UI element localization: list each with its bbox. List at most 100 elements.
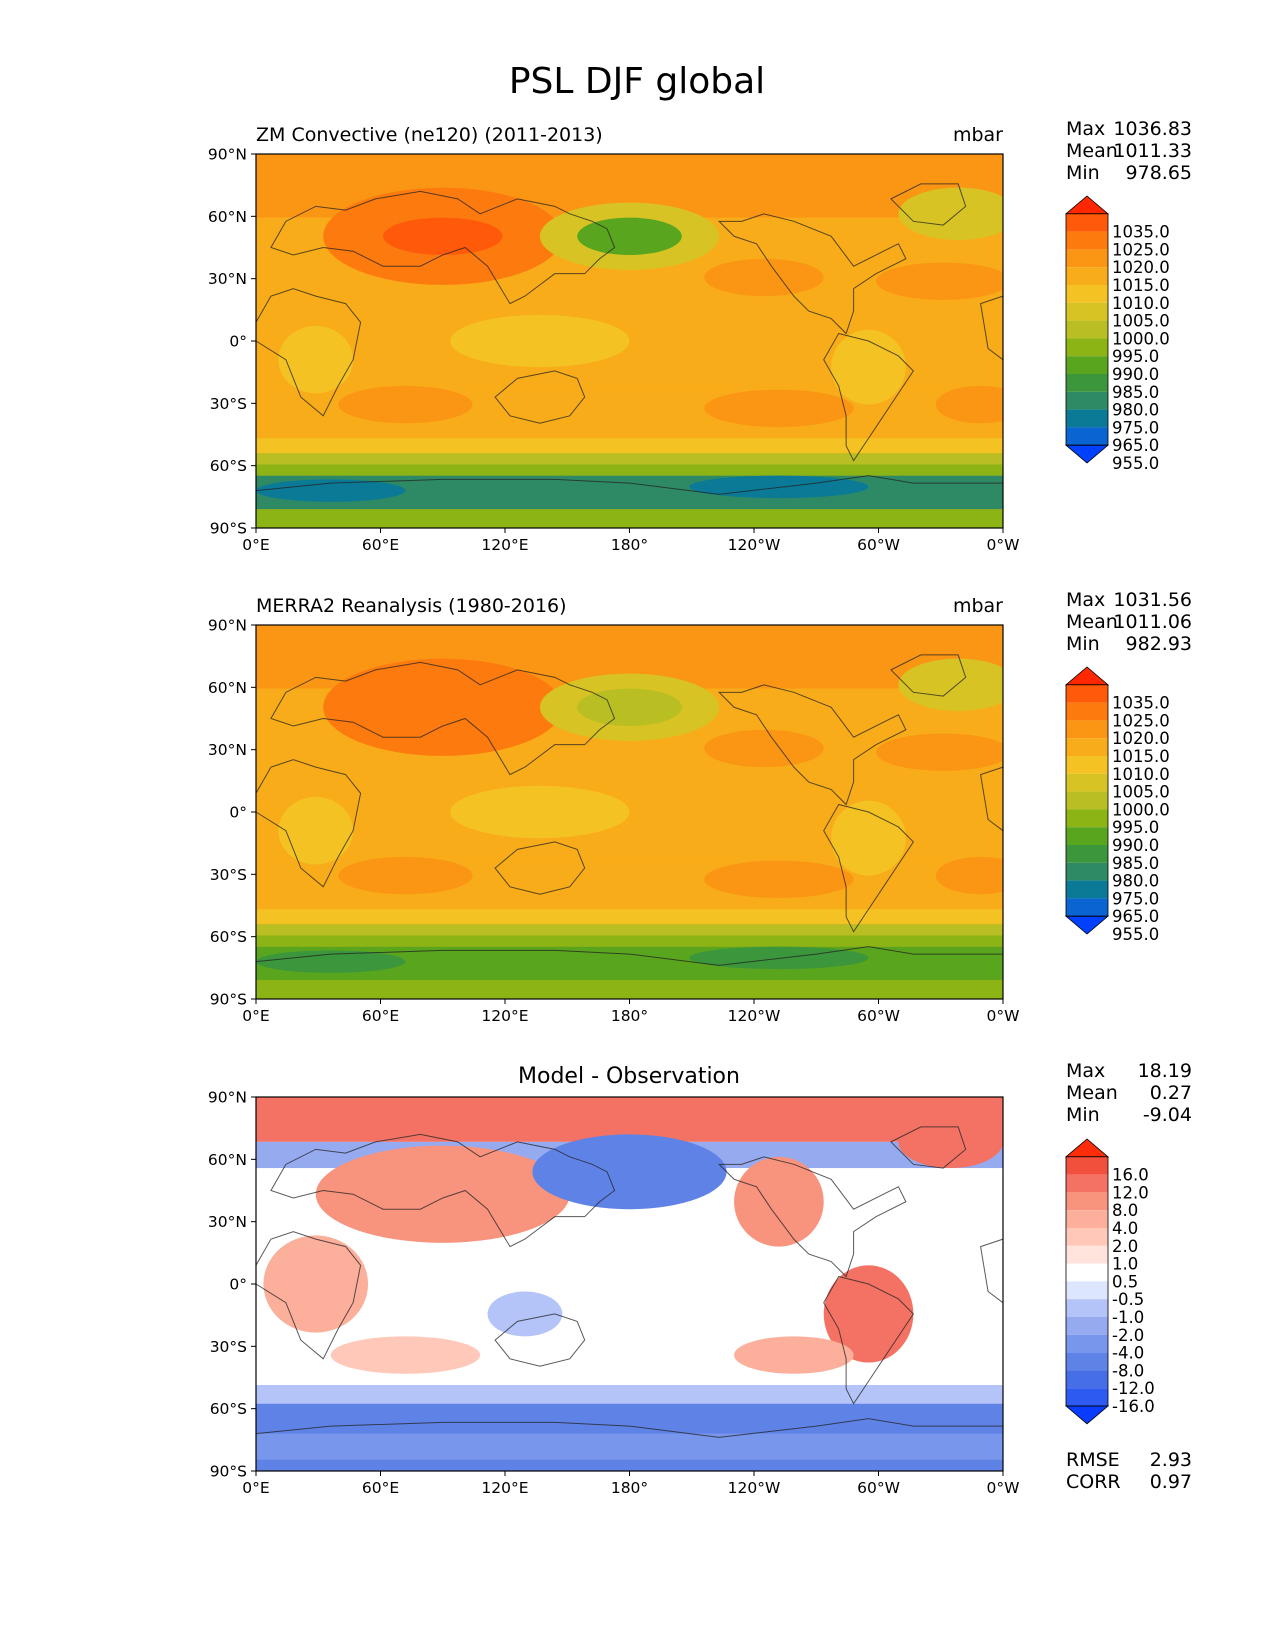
stat-min-value: 982.93 (1126, 633, 1192, 655)
psl-field (256, 154, 1003, 528)
colorbar-segment (1066, 684, 1108, 703)
coastline (256, 760, 361, 887)
coastline (256, 1232, 361, 1359)
subtropical-high (704, 729, 824, 768)
x-tick-label: 0°E (242, 536, 269, 554)
colorbar-segment (1066, 1299, 1108, 1317)
colorbar-label: 990.0 (1112, 365, 1159, 384)
y-tick-label: 30°S (210, 866, 247, 884)
metrics-block: RMSE 2.93 CORR 0.97 (1066, 1449, 1192, 1493)
stat-max-label: Max (1066, 589, 1105, 611)
coastline (271, 662, 615, 774)
colorbar-label: 1020.0 (1112, 258, 1170, 277)
colorbar-label: -16.0 (1112, 1397, 1155, 1416)
psl-field (256, 625, 1003, 999)
colorbar-segment (1066, 1174, 1108, 1193)
coastlines (256, 1127, 1003, 1471)
trough-low (256, 479, 406, 502)
colorbar-label: 8.0 (1112, 1201, 1138, 1220)
colorbar-label: 985.0 (1112, 854, 1159, 873)
colorbar-segment (1066, 862, 1108, 881)
panel-units: mbar (953, 595, 1003, 617)
stat-max-label: Max (1066, 118, 1105, 140)
figure-title: PSL DJF global (509, 61, 765, 102)
subtropical-high (876, 262, 1003, 300)
coastline (256, 289, 361, 416)
colorbar-segment (1066, 845, 1108, 863)
colorbar-extend-min (1064, 444, 1110, 464)
colorbar-segment (1066, 1352, 1108, 1371)
x-tick-label: 60°W (857, 1479, 900, 1497)
stat-min-label: Min (1066, 633, 1100, 655)
colorbar-label: 990.0 (1112, 836, 1159, 855)
coastline (495, 371, 585, 423)
colorbar-label: -1.0 (1112, 1308, 1144, 1327)
stat-max-value: 1036.83 (1113, 118, 1192, 140)
colorbar-segment (1066, 1156, 1108, 1175)
tropical-low (278, 797, 354, 865)
africa-positive (263, 1235, 369, 1333)
colorbar-segment (1066, 409, 1108, 428)
y-tick-label: 90°S (210, 520, 247, 538)
y-tick-label: 30°N (208, 741, 247, 759)
y-tick-label: 60°S (210, 928, 247, 946)
stat-min-label: Min (1066, 1104, 1100, 1126)
rmse-label: RMSE (1066, 1449, 1120, 1471)
icelandic-low (898, 187, 1003, 241)
colorbar-segment (1066, 356, 1108, 374)
x-tick-label: 180° (611, 536, 648, 554)
colorbar-label: 975.0 (1112, 889, 1159, 908)
tropical-low (450, 314, 630, 368)
stat-min-label: Min (1066, 162, 1100, 184)
rmse-value: 2.93 (1150, 1449, 1192, 1471)
coastline (719, 214, 906, 334)
y-tick-label: 90°S (210, 1463, 247, 1481)
coastline (824, 334, 914, 461)
band-40s (256, 438, 1003, 454)
colorbar-segment (1066, 391, 1108, 410)
band-40s (256, 909, 1003, 925)
colorbar-segment (1066, 374, 1108, 392)
y-tick-label: 60°N (208, 208, 247, 226)
colorbar-segment (1066, 1192, 1108, 1211)
y-tick-label: 0° (229, 1276, 247, 1294)
coastline (824, 1277, 914, 1404)
y-tick-label: 30°N (208, 270, 247, 288)
x-tick-label: 0°W (987, 1007, 1020, 1025)
colorbar-label: 995.0 (1112, 347, 1159, 366)
colorbar-segment (1066, 1334, 1108, 1353)
colorbar-segment (1066, 1228, 1108, 1246)
x-tick-label: 60°W (857, 1007, 900, 1025)
y-tick-label: 90°N (208, 146, 247, 164)
panel-title: MERRA2 Reanalysis (1980-2016) (256, 595, 567, 617)
na-west-positive (734, 1156, 824, 1247)
sep-positive (734, 1336, 854, 1374)
stat-mean-label: Mean (1066, 140, 1118, 162)
colorbar-segment (1066, 285, 1108, 303)
stat-mean-label: Mean (1066, 1082, 1118, 1104)
y-tick-label: 30°N (208, 1213, 247, 1231)
colorbar-extend-max (1064, 195, 1110, 215)
band-45s (256, 1384, 1003, 1404)
coastline (495, 842, 585, 894)
stat-max-value: 18.19 (1138, 1060, 1192, 1082)
colorbar-segment (1066, 809, 1108, 828)
colorbar-extend-min (1064, 1405, 1110, 1425)
colorbar-segment (1066, 702, 1108, 721)
subtropical-high (935, 856, 1003, 895)
coastline (719, 685, 906, 805)
colorbar-segment (1066, 267, 1108, 285)
band-arctic (256, 1097, 1003, 1142)
colorbar-segment (1066, 302, 1108, 321)
stat-mean-label: Mean (1066, 611, 1118, 633)
colorbar-segment (1066, 898, 1108, 917)
psl-map-reference: 0°E 60°E 120°E 180° 120°W 60°W 0°W 90°N 60°N 30°N… (208, 617, 1025, 1026)
x-tick-label: 120°E (481, 1007, 528, 1025)
colorbar-extend-max (1064, 1138, 1110, 1158)
stat-min-value: -9.04 (1143, 1104, 1192, 1126)
coastline (271, 191, 615, 303)
colorbar-segment (1066, 320, 1108, 339)
icelandic-low (898, 658, 1003, 712)
colorbar-label: 965.0 (1112, 907, 1159, 926)
